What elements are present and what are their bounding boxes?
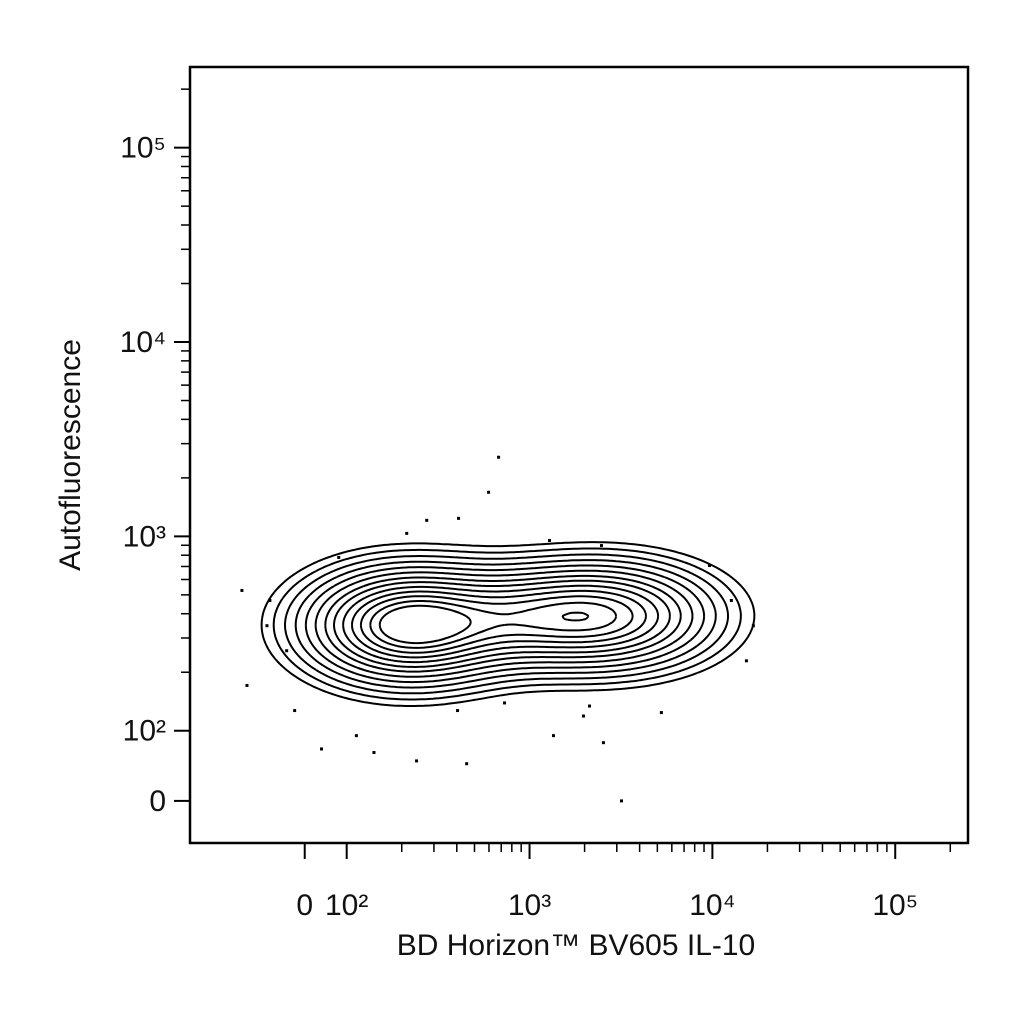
x-tick-label: 0 [296,889,313,922]
contour-line [342,584,660,664]
x-tick-label: 10⁴ [689,889,735,922]
contour-line [260,541,756,707]
event-dot [707,564,711,568]
event-dot [293,709,297,713]
event-dot [285,649,289,653]
event-dot [268,598,272,602]
event-dot [457,516,461,520]
contour-line [272,547,742,701]
event-dot [620,799,624,803]
y-tick-label: 10³ [123,520,166,553]
event-dot [456,709,460,713]
y-tick-label: 0 [149,785,166,818]
event-dot [240,588,244,592]
event-dot [425,518,429,522]
event-dot [245,683,249,687]
x-tick-label: 10² [325,889,368,922]
event-dot [548,539,552,543]
event-dot [503,701,507,705]
event-dot [588,704,592,708]
y-tick-label: 10² [123,715,166,748]
y-axis-label: Autofluorescence [54,339,87,571]
event-dot [265,624,269,628]
plot-frame [188,65,970,845]
event-dot [497,455,501,459]
contour-line [294,559,717,689]
contour-line [324,574,682,673]
x-axis-label: BD Horizon™ BV605 IL-10 [397,929,756,962]
event-dot [415,759,419,763]
event-dot [599,544,603,548]
event-dot [729,598,733,602]
contour-line [304,564,706,684]
event-dot [320,747,324,751]
event-dot [465,762,469,766]
event-dot [744,659,748,663]
event-dot [751,624,755,628]
x-tick-label: 10⁵ [872,889,918,922]
event-dot [354,734,358,738]
y-tick-label: 10⁵ [120,132,166,165]
contour-line [369,600,618,649]
x-tick-label: 10³ [508,889,551,922]
contour-line [359,595,634,654]
event-dot [581,714,585,718]
contour-line [314,569,694,678]
contour-line [333,579,671,668]
event-dot [659,711,663,715]
event-dot [601,741,605,745]
event-dot [372,750,376,754]
contour-line [284,553,729,695]
y-tick-label: 10⁴ [120,326,166,359]
event-dot [551,734,555,738]
contour-line [378,604,590,645]
event-dot [337,555,341,559]
event-dot [487,490,491,494]
contour-line [351,589,647,659]
event-dot [405,531,409,535]
